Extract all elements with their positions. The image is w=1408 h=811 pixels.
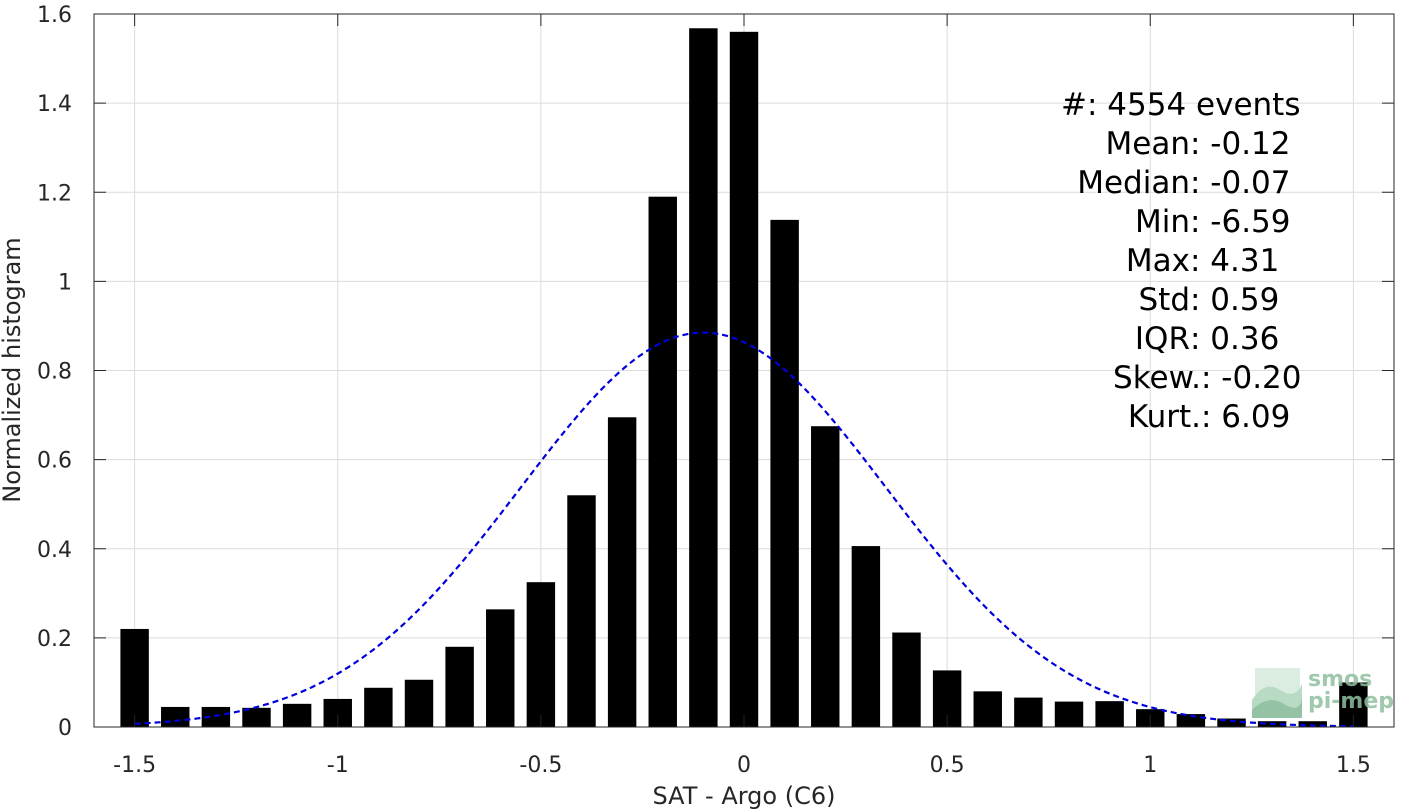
histogram-bars <box>120 28 1368 728</box>
smos-pi-mep-logo: smos pi-mep <box>1252 667 1394 718</box>
x-tick-label: 0 <box>737 753 751 778</box>
stat-label: Max <box>1126 243 1190 279</box>
x-tick-label: 1 <box>1143 753 1157 778</box>
y-tick-label: 1.6 <box>37 3 72 28</box>
stat-label: Median <box>1077 165 1190 201</box>
histogram-bar <box>486 609 515 727</box>
histogram-bar <box>242 707 271 727</box>
x-axis-label: SAT - Argo (C6) <box>653 782 836 810</box>
x-tick-label: -1.5 <box>113 753 156 778</box>
x-tick-label: 0.5 <box>930 753 965 778</box>
stat-label: Kurt. <box>1128 399 1201 435</box>
stat-label: Mean <box>1106 126 1190 162</box>
histogram-bar <box>770 219 799 727</box>
histogram-bar <box>973 691 1002 727</box>
histogram-bar <box>1298 721 1327 727</box>
histogram-bar <box>526 582 556 727</box>
histogram-bar <box>607 417 637 727</box>
histogram-bar <box>648 196 677 728</box>
histogram-bar <box>892 632 921 727</box>
histogram-bar <box>811 426 840 727</box>
y-tick-label: 1.4 <box>37 92 72 117</box>
y-tick-label: 0.4 <box>37 538 72 563</box>
y-tick-label: 0.8 <box>37 360 72 385</box>
stat-label: Min <box>1135 204 1190 240</box>
stat-value: : 6.09 <box>1201 399 1290 435</box>
x-tick-label: -1 <box>327 753 349 778</box>
logo-line-smos: smos <box>1308 667 1372 692</box>
histogram-bar <box>120 628 149 727</box>
normal-fit-curve <box>134 331 1354 728</box>
y-axis-label: Normalized histogram <box>0 237 26 502</box>
y-tick-label: 0.2 <box>37 627 72 652</box>
y-tick-label: 1.2 <box>37 181 72 206</box>
histogram-bar <box>851 546 881 727</box>
stat-value: : -0.20 <box>1201 360 1302 396</box>
y-tick-label: 1 <box>58 270 72 295</box>
wave-logo-icon <box>1252 668 1302 718</box>
stat-label: Skew. <box>1113 360 1201 396</box>
histogram-bar <box>729 31 759 727</box>
y-tick-label: 0.6 <box>37 449 72 474</box>
histogram-bar <box>161 706 190 727</box>
histogram-bar <box>689 28 718 727</box>
histogram-bar <box>404 679 434 727</box>
y-tick-labels: 0 0.2 0.4 0.6 0.8 1 1.2 1.4 1.6 <box>37 3 72 741</box>
stat-value: : -6.59 <box>1190 204 1291 240</box>
stat-label: # <box>1061 87 1087 123</box>
stat-value: : 0.36 <box>1190 321 1279 357</box>
x-tick-label: 1.5 <box>1336 753 1371 778</box>
histogram-bar <box>1014 697 1043 727</box>
y-tick-label: 0 <box>58 716 72 741</box>
histogram-bar <box>1176 714 1206 727</box>
histogram-bar <box>567 495 596 727</box>
normal-fit-line <box>134 331 1354 728</box>
stat-label: Std <box>1138 282 1190 318</box>
stat-value: : -0.12 <box>1190 126 1291 162</box>
logo-line-pimep: pi-mep <box>1308 689 1394 714</box>
stat-value: : 4.31 <box>1190 243 1279 279</box>
stat-value: : 0.59 <box>1190 282 1279 318</box>
axes-frame <box>93 13 1395 728</box>
x-tick-label: -0.5 <box>519 753 562 778</box>
stat-label: IQR <box>1135 321 1190 357</box>
histogram-bar <box>282 703 312 727</box>
histogram-bar <box>1217 718 1246 727</box>
histogram-bar <box>201 706 231 727</box>
x-tick-labels: -1.5 -1 -0.5 0 0.5 1 1.5 <box>113 753 1371 778</box>
stat-value: : 4554 events <box>1087 87 1301 123</box>
histogram-bar <box>364 687 393 727</box>
histogram-bar <box>445 646 474 727</box>
stat-value: : -0.07 <box>1190 165 1291 201</box>
histogram-bar <box>1095 701 1124 727</box>
histogram-bar <box>1054 701 1084 727</box>
